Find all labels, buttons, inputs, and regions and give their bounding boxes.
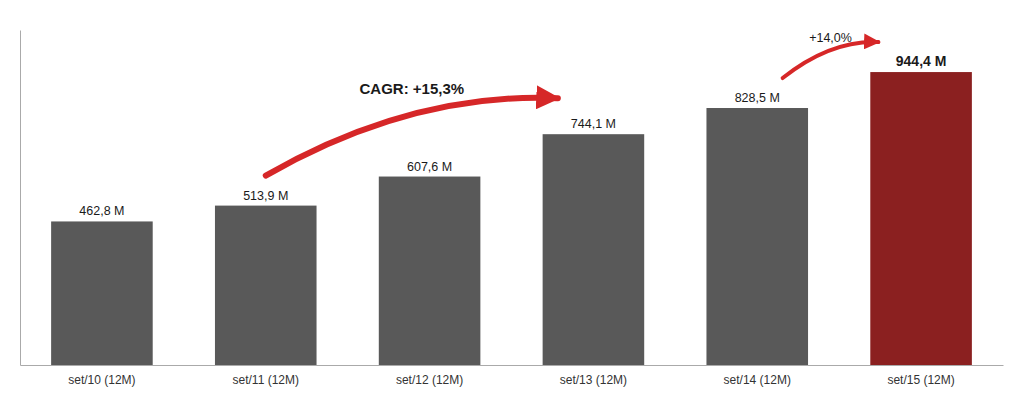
annotation: +14,0% bbox=[809, 31, 852, 45]
bars bbox=[51, 72, 972, 365]
data-label: 828,5 M bbox=[735, 91, 780, 105]
y-axis bbox=[20, 31, 21, 366]
x-tick-label: set/13 (12M) bbox=[560, 373, 627, 387]
annotation: CAGR: +15,3% bbox=[359, 80, 464, 97]
x-tick-label: set/15 (12M) bbox=[887, 373, 954, 387]
bar bbox=[706, 108, 808, 365]
x-tick-label: set/14 (12M) bbox=[724, 373, 791, 387]
x-tick: set/15 (12M) bbox=[887, 373, 954, 387]
x-axis: set/10 (12M) set/11 (12M) set/12 (12M) set/… bbox=[21, 366, 1004, 387]
data-labels: 462,8 M 513,9 M 607,6 M 744,1 M 828,5 M 944,4… bbox=[79, 53, 946, 218]
y-axis-line bbox=[20, 31, 21, 366]
bar bbox=[379, 177, 481, 365]
chart-container: set/10 (12M) set/11 (12M) set/12 (12M) set/… bbox=[0, 0, 1023, 401]
x-tick: set/11 (12M) bbox=[233, 373, 299, 387]
data-label: 744,1 M bbox=[571, 117, 616, 131]
bar bbox=[870, 72, 972, 365]
x-tick: set/12 (12M) bbox=[396, 373, 463, 387]
x-tick: set/10 (12M) bbox=[68, 373, 135, 387]
annotation-arrow bbox=[783, 42, 879, 78]
data-label: 607,6 M bbox=[407, 160, 452, 174]
bar bbox=[543, 134, 645, 365]
bar bbox=[215, 206, 317, 365]
x-axis-line bbox=[21, 365, 1004, 366]
x-tick-label: set/10 (12M) bbox=[68, 373, 135, 387]
x-tick-label: set/12 (12M) bbox=[396, 373, 463, 387]
annotation-arrow bbox=[266, 98, 558, 176]
bar bbox=[51, 221, 153, 365]
x-tick: set/13 (12M) bbox=[560, 373, 627, 387]
data-label: 513,9 M bbox=[243, 189, 288, 203]
data-label: 944,4 M bbox=[896, 53, 947, 69]
data-label: 462,8 M bbox=[79, 204, 124, 218]
annotations: CAGR: +15,3% +14,0% bbox=[359, 31, 851, 97]
x-tick: set/14 (12M) bbox=[724, 373, 791, 387]
x-tick-label: set/11 (12M) bbox=[233, 373, 299, 387]
chart: set/10 (12M) set/11 (12M) set/12 (12M) set/… bbox=[0, 0, 1023, 401]
